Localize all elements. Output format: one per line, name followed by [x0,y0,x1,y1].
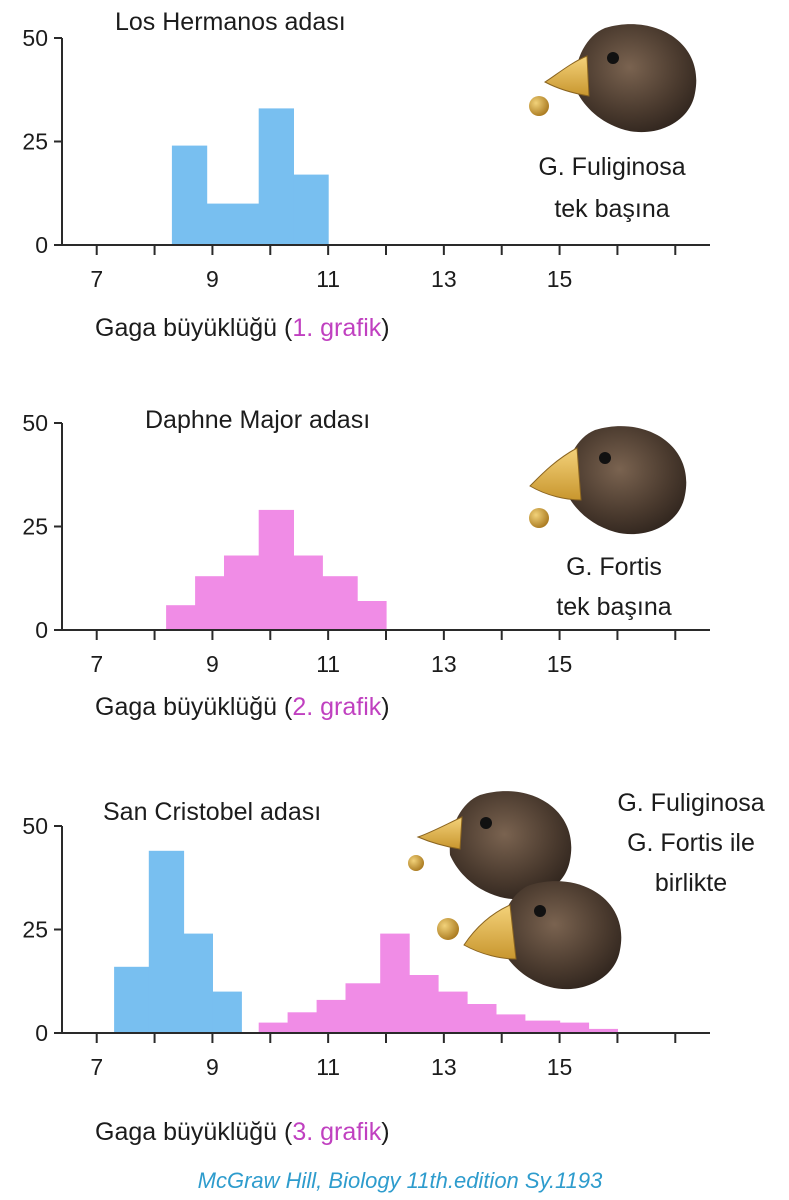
histogram-bar-fortis-8 [467,1004,497,1033]
histogram-bar-fortis-3 [224,555,260,630]
finch-icon-2 [529,426,687,535]
histogram-bar-fortis-1 [258,1022,289,1033]
y-tick-label: 0 [35,1020,48,1046]
species-label: G. Fortis [566,553,662,581]
x-tick-label: 7 [90,266,103,292]
species-label: G. Fortis ile [627,829,755,857]
x-axis-label: Gaga büyüklüğü (2. grafik) [95,693,390,721]
x-tick-label: 15 [547,651,573,677]
y-tick-label: 50 [22,813,48,839]
x-tick-label: 13 [431,651,457,677]
x-tick-label: 11 [316,1054,340,1080]
histogram-bar-fortis-2 [195,576,225,630]
histogram-bar-fortis-4 [258,509,294,630]
y-tick-label: 25 [22,129,48,155]
chart-title: Los Hermanos adası [115,8,346,36]
histogram-bar-fortis-11 [559,1022,590,1033]
x-axis-label: Gaga büyüklüğü (3. grafik) [95,1118,390,1146]
x-tick-label: 15 [547,266,573,292]
histogram-bar-fortis-1 [166,605,196,630]
histogram-bar-fortis-3 [316,999,347,1033]
x-tick-label: 11 [316,651,340,677]
chart-panel-3: 0 25 50 7 9 11 13 15 San Cristobel adası G. Fulig… [22,789,764,1146]
y-tick-label: 0 [35,232,48,258]
histogram-bar-fortis-4 [345,983,381,1033]
histogram-bar-fuliginosa-3 [258,108,294,246]
species-label: G. Fuliginosa [617,789,764,817]
finch-icon-3 [408,791,572,900]
histogram-bar-fortis-7 [357,601,387,630]
histogram-bar-fuliginosa-3 [183,933,213,1033]
histogram-bar-fortis-6 [322,576,358,630]
histogram-bar-fortis-7 [438,991,468,1033]
chart-panel-2: 0 25 50 7 9 11 13 15 Daphne Major adası G. Fortis… [22,406,710,721]
x-tick-label: 13 [431,1054,457,1080]
finch-icon-1 [529,24,697,133]
x-tick-label: 9 [206,266,219,292]
y-tick-label: 0 [35,617,48,643]
histogram-bar-fuliginosa-2 [206,203,260,245]
histogram-bar-fortis-10 [524,1020,561,1033]
chart-title: Daphne Major adası [145,406,370,434]
chart-title: San Cristobel adası [103,798,321,826]
species-label: birlikte [655,869,727,897]
x-tick-label: 7 [90,651,103,677]
histogram-bar-fuliginosa-4 [293,174,329,245]
histogram-bar-fuliginosa-1 [171,145,208,245]
histogram-bar-fortis-12 [588,1028,618,1033]
species-label: tek başına [556,593,671,621]
y-tick-label: 25 [22,917,48,943]
species-label: tek başına [554,195,669,223]
x-tick-label: 11 [316,266,340,292]
x-tick-label: 15 [547,1054,573,1080]
histogram-bar-fortis-5 [380,933,410,1033]
x-tick-label: 13 [431,266,457,292]
x-tick-label: 9 [206,1054,219,1080]
finch-icon-4 [437,881,622,990]
y-tick-label: 50 [22,25,48,51]
x-tick-label: 7 [90,1054,103,1080]
histogram-bar-fortis-5 [293,555,323,630]
histogram-bar-fortis-6 [409,975,439,1033]
source-credit: McGraw Hill, Biology 11th.edition Sy.119… [198,1168,604,1193]
x-axis-label: Gaga büyüklüğü (1. grafik) [95,314,390,342]
species-label: G. Fuliginosa [538,153,685,181]
histogram-bar-fuliginosa-1 [114,966,150,1033]
chart-panel-1: 0 25 50 7 9 11 13 15 Los Hermanos adası G. Fuligi… [22,8,710,342]
y-tick-label: 50 [22,410,48,436]
histogram-bar-fuliginosa-4 [212,991,242,1033]
histogram-bar-fortis-9 [495,1014,526,1033]
x-tick-label: 9 [206,651,219,677]
histogram-bar-fortis-2 [287,1012,318,1033]
y-tick-label: 25 [22,514,48,540]
histogram-bar-fuliginosa-2 [148,850,185,1033]
